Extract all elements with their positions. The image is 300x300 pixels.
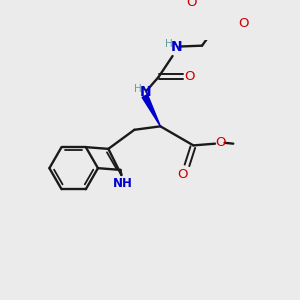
- Text: O: O: [184, 70, 195, 83]
- Text: N: N: [140, 85, 152, 99]
- Text: O: O: [186, 0, 197, 9]
- Text: O: O: [215, 136, 226, 149]
- Text: N: N: [171, 40, 183, 53]
- Text: H: H: [165, 39, 173, 49]
- Polygon shape: [142, 94, 160, 126]
- Text: O: O: [178, 168, 188, 182]
- Text: O: O: [238, 17, 249, 31]
- Text: H: H: [134, 84, 142, 94]
- Text: NH: NH: [113, 177, 133, 190]
